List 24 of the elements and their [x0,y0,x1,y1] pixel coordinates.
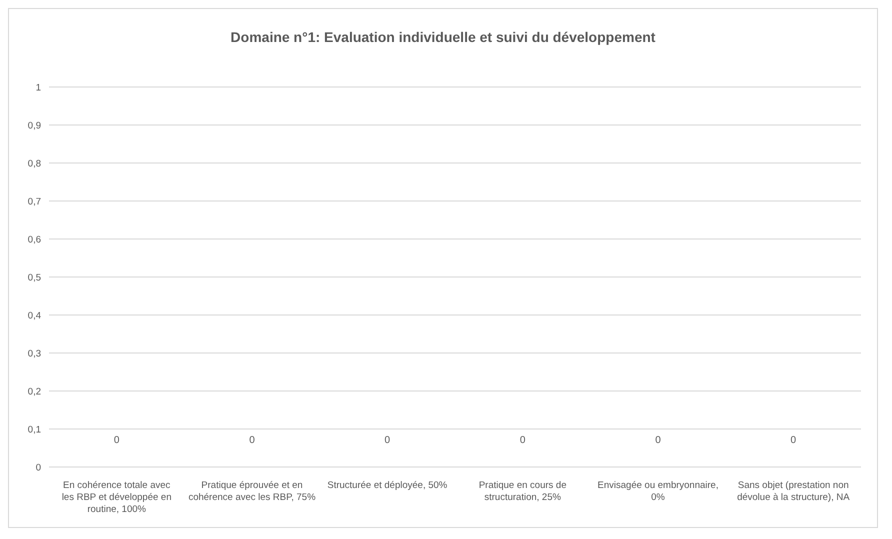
y-tick-label: 0,7 [28,196,41,208]
y-tick-label: 0,4 [28,310,41,322]
data-label: 0 [114,435,120,446]
y-tick-label: 0,2 [28,386,41,398]
y-tick-label: 0,5 [28,272,41,284]
y-tick-label: 0 [36,462,41,474]
data-label: 0 [655,435,662,446]
x-tick-label: Pratique en cours de structuration, 25% [478,480,567,503]
chart-title: Domaine n°1: Evaluation individuelle et suivi du développement [230,28,656,47]
y-tick-label: 0,1 [28,424,41,436]
x-tick-label: En cohérence totale avec les RBP et développée en routine, 100% [62,480,172,515]
x-tick-label: Structurée et déployée, 50% [327,480,448,491]
data-label: 0 [384,435,391,446]
y-tick-label: 1 [36,82,41,94]
data-label: 0 [520,435,526,446]
data-label: 0 [249,435,256,446]
x-tick-label: Envisagée ou embryonnaire, 0% [598,480,718,503]
x-tick-label: Sans objet (prestation non dévolue à la structure), NA [737,480,850,503]
data-label: 0 [790,435,797,446]
y-tick-label: 0,9 [28,120,41,132]
x-tick-label: Pratique éprouvée et en cohérence avec les RBP, 75% [188,480,316,503]
y-tick-label: 0,6 [28,234,41,246]
y-tick-label: 0,8 [28,158,41,170]
y-tick-label: 0,3 [28,348,41,360]
